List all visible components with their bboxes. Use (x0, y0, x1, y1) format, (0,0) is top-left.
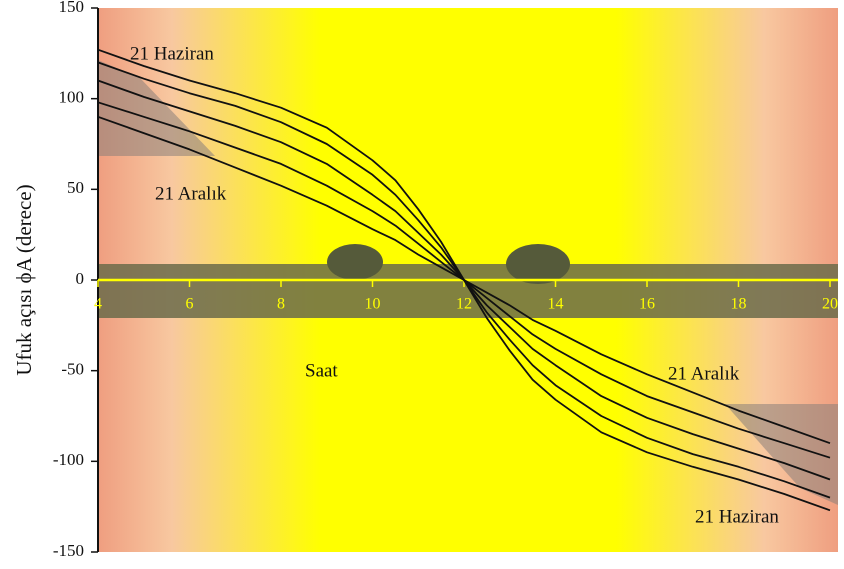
y-tick-label: 100 (59, 88, 85, 107)
x-tick-label: 18 (731, 296, 747, 313)
series-line (97, 115, 831, 445)
x-tick-label: 8 (277, 296, 285, 313)
y-tick-label: 50 (67, 178, 84, 197)
shade (725, 404, 838, 505)
tree (327, 244, 383, 280)
y-axis-label: Ufuk açısı ϕA (derece) (12, 184, 36, 375)
y-tick-label: -150 (53, 541, 84, 560)
y-tick-label: -100 (53, 450, 84, 469)
annotation: Saat (305, 360, 338, 381)
y-tick-label: 150 (59, 0, 85, 16)
annotation: 21 Haziran (695, 506, 779, 527)
annotation: 21 Aralık (668, 363, 740, 384)
x-tick-label: 12 (456, 296, 472, 313)
x-tick-label: 16 (639, 296, 655, 313)
tree (506, 244, 570, 284)
shade (98, 60, 215, 156)
annotation: 21 Aralık (155, 183, 227, 204)
x-tick-label: 14 (548, 296, 564, 313)
y-tick-label: 0 (76, 269, 85, 288)
annotation: 21 Haziran (130, 43, 214, 64)
x-tick-label: 4 (94, 296, 102, 313)
x-tick-label: 20 (822, 296, 838, 313)
x-tick-label: 10 (365, 296, 381, 313)
horizon (98, 264, 838, 318)
y-tick-label: -50 (61, 360, 84, 379)
x-tick-label: 6 (186, 296, 194, 313)
